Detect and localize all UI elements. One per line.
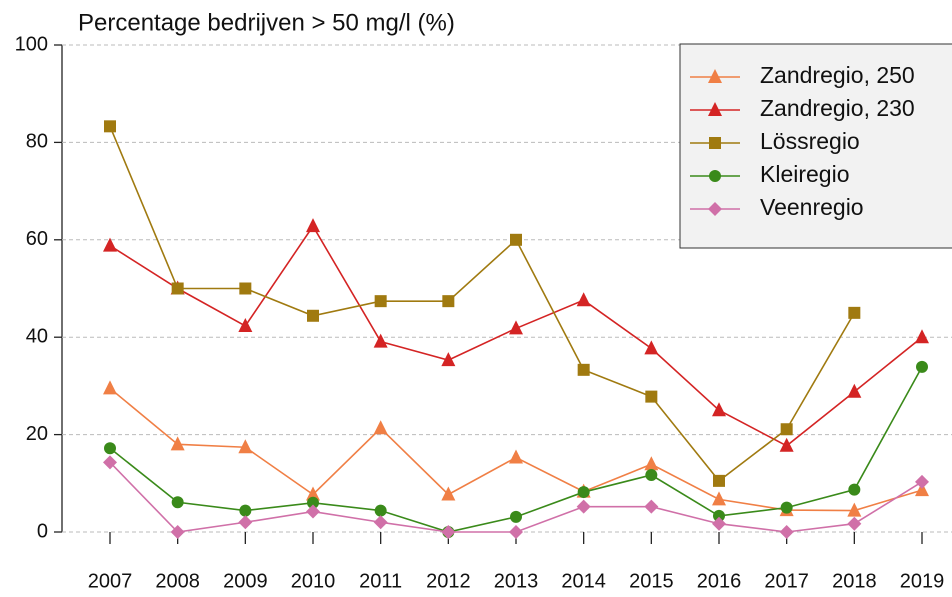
marker bbox=[238, 515, 253, 530]
x-tick-label: 2012 bbox=[426, 570, 471, 592]
marker bbox=[848, 483, 861, 496]
series-line bbox=[109, 126, 856, 482]
marker bbox=[709, 137, 721, 149]
marker bbox=[577, 363, 590, 376]
legend-label: Zandregio, 250 bbox=[760, 62, 915, 88]
y-tick-label: 40 bbox=[26, 325, 48, 347]
marker bbox=[509, 525, 523, 539]
marker bbox=[712, 516, 726, 531]
marker bbox=[307, 496, 319, 509]
marker bbox=[510, 510, 522, 523]
series-line bbox=[109, 224, 923, 447]
x-tick-label: 2019 bbox=[900, 570, 945, 592]
marker bbox=[306, 218, 320, 233]
marker bbox=[576, 499, 591, 514]
marker bbox=[306, 486, 320, 501]
marker bbox=[708, 102, 722, 116]
marker bbox=[239, 282, 252, 295]
marker bbox=[170, 436, 185, 451]
legend-label: Lössregio bbox=[760, 128, 860, 154]
marker bbox=[644, 456, 659, 471]
marker bbox=[373, 333, 388, 348]
marker bbox=[847, 502, 862, 517]
marker bbox=[307, 309, 319, 322]
marker bbox=[848, 306, 861, 319]
marker bbox=[441, 352, 456, 367]
marker bbox=[104, 442, 116, 455]
marker bbox=[915, 474, 929, 489]
x-tick-label: 2013 bbox=[494, 570, 539, 592]
marker bbox=[708, 69, 722, 83]
marker bbox=[847, 516, 862, 531]
legend-label: Zandregio, 230 bbox=[760, 95, 915, 121]
marker bbox=[510, 233, 522, 246]
legend-box bbox=[679, 43, 952, 249]
x-tick-label: 2015 bbox=[629, 570, 674, 592]
series-line bbox=[109, 366, 923, 533]
marker bbox=[103, 237, 117, 252]
x-tick-label: 2011 bbox=[359, 570, 402, 592]
y-tick-label: 60 bbox=[26, 228, 48, 250]
marker bbox=[509, 320, 523, 335]
y-tick-label: 0 bbox=[37, 520, 48, 542]
y-tick-label: 20 bbox=[26, 423, 48, 445]
marker bbox=[239, 504, 252, 517]
marker bbox=[780, 423, 793, 436]
marker bbox=[645, 469, 658, 482]
marker bbox=[644, 499, 659, 514]
marker bbox=[847, 383, 862, 398]
x-tick-label: 2016 bbox=[697, 570, 742, 592]
marker bbox=[779, 525, 794, 539]
marker bbox=[779, 437, 794, 452]
marker bbox=[238, 317, 253, 332]
x-tick-label: 2017 bbox=[764, 570, 809, 592]
y-tick-label: 100 bbox=[15, 33, 48, 55]
x-tick-label: 2007 bbox=[88, 570, 133, 592]
marker bbox=[915, 329, 929, 344]
marker bbox=[712, 491, 726, 506]
marker bbox=[708, 202, 722, 216]
legend-label: Veenregio bbox=[760, 194, 864, 220]
chart-title: Percentage bedrijven > 50 mg/l (%) bbox=[78, 9, 455, 36]
y-tick-label: 80 bbox=[26, 131, 48, 153]
marker bbox=[645, 390, 658, 403]
x-tick-label: 2014 bbox=[561, 570, 606, 592]
marker bbox=[171, 282, 184, 295]
x-tick-label: 2008 bbox=[155, 570, 200, 592]
marker bbox=[373, 515, 388, 530]
marker bbox=[170, 525, 185, 539]
marker bbox=[713, 474, 725, 487]
x-tick-label: 2010 bbox=[291, 570, 336, 592]
marker bbox=[644, 340, 659, 355]
marker bbox=[171, 496, 184, 509]
marker bbox=[576, 292, 591, 307]
marker bbox=[104, 120, 116, 133]
marker bbox=[441, 486, 456, 501]
legend-label: Kleiregio bbox=[760, 161, 850, 187]
marker bbox=[442, 295, 455, 308]
marker bbox=[712, 402, 726, 417]
marker bbox=[509, 449, 523, 464]
marker bbox=[713, 509, 725, 522]
marker bbox=[373, 420, 388, 435]
marker bbox=[238, 439, 253, 454]
marker bbox=[103, 455, 117, 470]
marker bbox=[915, 482, 929, 497]
marker bbox=[306, 504, 320, 519]
x-tick-label: 2018 bbox=[832, 570, 877, 592]
x-tick-label: 2009 bbox=[223, 570, 268, 592]
marker bbox=[780, 501, 793, 514]
marker bbox=[103, 380, 117, 395]
marker bbox=[441, 525, 456, 539]
marker bbox=[374, 295, 387, 308]
marker bbox=[374, 504, 387, 517]
marker bbox=[709, 170, 721, 182]
marker bbox=[916, 360, 928, 373]
marker bbox=[577, 486, 590, 499]
